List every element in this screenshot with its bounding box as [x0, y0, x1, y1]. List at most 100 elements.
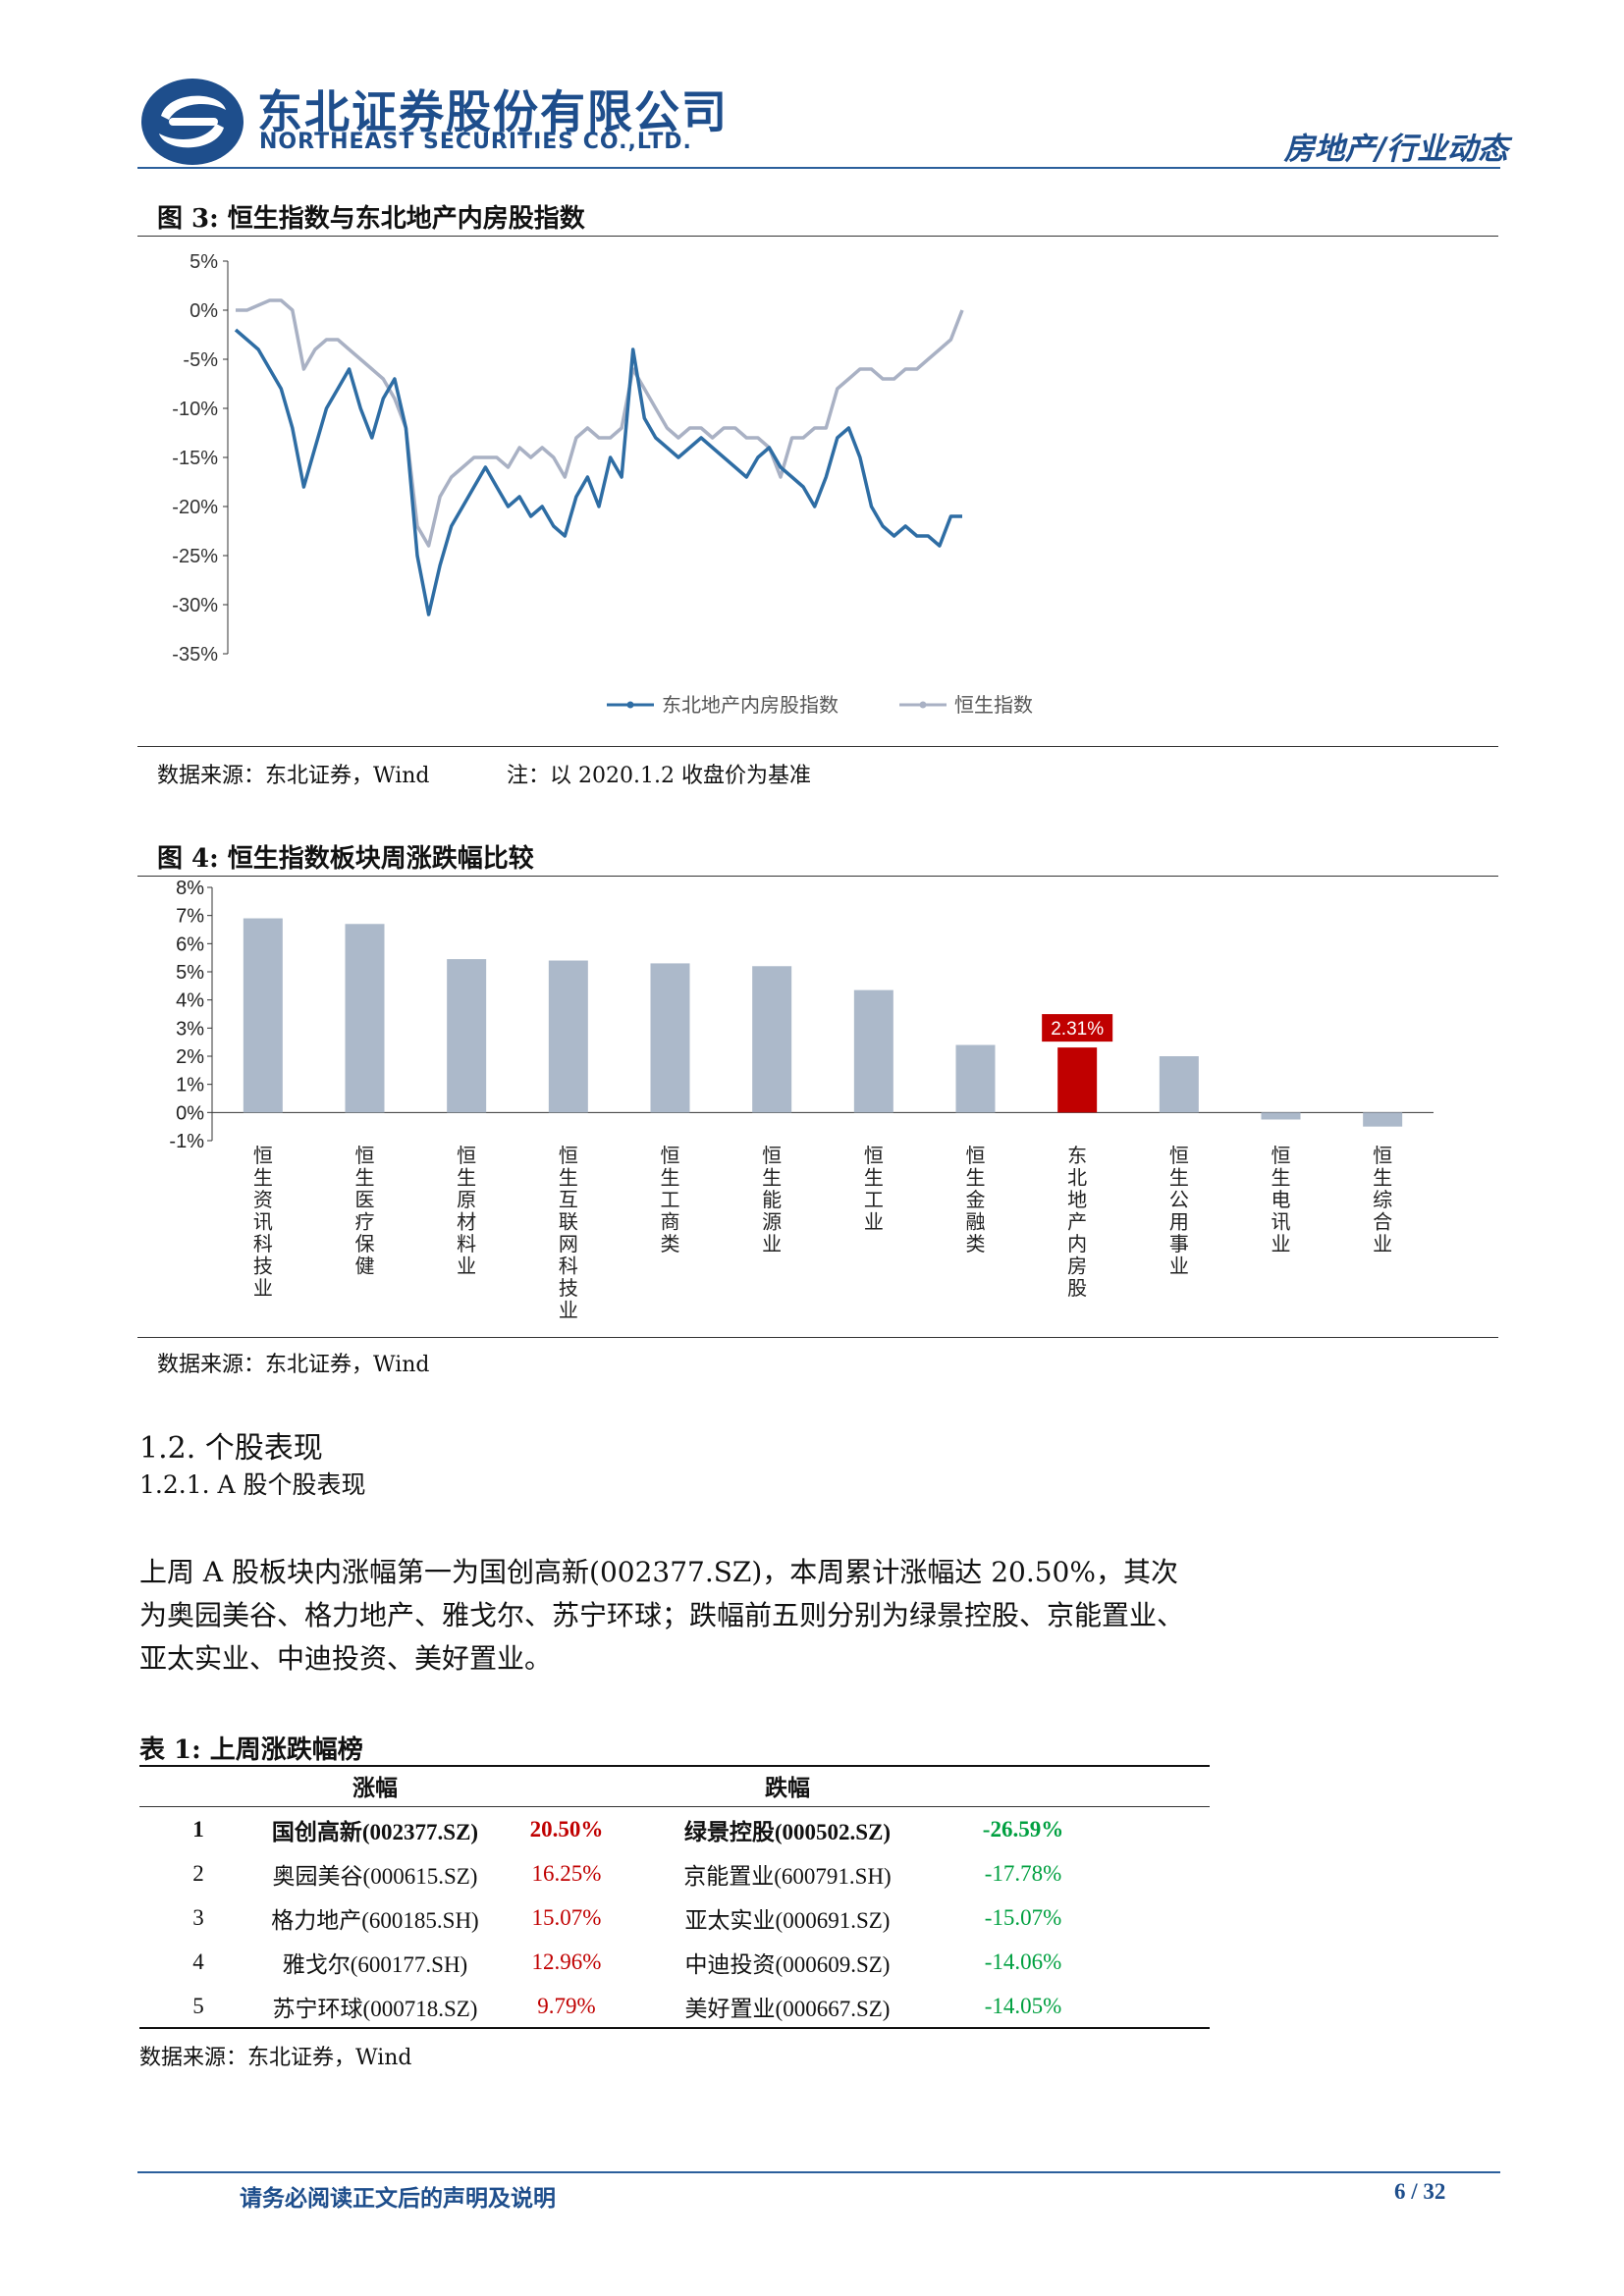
loss-stock-cell: 亚太实业(000691.SZ): [684, 1907, 891, 1933]
gain-stock-cell: 苏宁环球(000718.SZ): [272, 1996, 478, 2021]
figure4-bottom-rule: [137, 1337, 1498, 1338]
figure3-line-chart: 5% 0% -5% -10% -15% -20% -25% -30% -35% 东北地产内房股指…: [172, 251, 1033, 717]
y-tick-label: 0%: [176, 1102, 204, 1124]
company-name-en: NORTHEAST SECURITIES CO.,LTD.: [259, 130, 692, 154]
figure4-source: 数据来源：东北证券，Wind: [157, 1353, 430, 1377]
company-name-cn: 东北证券股份有限公司: [257, 85, 729, 138]
report-category: 房地产/行业动态: [1283, 132, 1508, 167]
spacer-cell: [1111, 1807, 1210, 1852]
category-label-1: 恒生医疗保健: [355, 1144, 375, 1278]
bar-5: [752, 966, 792, 1113]
bar-10: [1261, 1112, 1301, 1120]
spacer-cell: [1111, 1896, 1210, 1940]
y-tick-label: -15%: [172, 448, 218, 469]
figure4-top-rule: [137, 876, 1498, 877]
loss-pct-cell: -15.07%: [984, 1904, 1062, 1930]
rank-cell: 3: [192, 1904, 204, 1930]
loss-pct-cell: -14.05%: [984, 1993, 1062, 2018]
legend-label-1: 恒生指数: [954, 693, 1033, 717]
bar-6: [853, 989, 893, 1113]
gain-pct-cell: 15.07%: [531, 1904, 602, 1930]
table-row: 4 雅戈尔(600177.SH) 12.96% 中迪投资(000609.SZ) -14.…: [139, 1940, 1210, 1984]
subsection-heading: 1.2.1. A 股个股表现: [139, 1470, 366, 1499]
figure3-source: 数据来源：东北证券，Wind: [157, 764, 430, 788]
bar-3: [548, 960, 588, 1113]
table-row: 3 格力地产(600185.SH) 15.07% 亚太实业(000691.SZ) -15…: [139, 1896, 1210, 1940]
loss-stock-cell: 绿景控股(000502.SZ): [683, 1819, 892, 1844]
bar-4: [650, 963, 690, 1113]
y-tick-label: 3%: [176, 1018, 204, 1040]
legend-label-0: 东北地产内房股指数: [662, 693, 839, 717]
y-tick-label: -1%: [169, 1131, 204, 1152]
header-gain: 涨幅: [257, 1765, 493, 1807]
category-label-11: 恒生综合业: [1373, 1144, 1392, 1255]
rank-cell: 5: [192, 1993, 204, 2018]
category-label-10: 恒生电讯业: [1272, 1144, 1291, 1255]
y-tick-label: 1%: [176, 1075, 204, 1096]
figure4-bar-chart: 8% 7% 6% 5% 4% 3% 2% 1% 0% -1% 2.31% 恒生资讯科技业 恒生医疗保…: [169, 878, 1434, 1322]
series-line-0: [234, 328, 962, 616]
y-tick-label: 0%: [189, 300, 218, 322]
table-row: 1 国创高新(002377.SZ) 20.50% 绿景控股(000502.SZ) -26…: [139, 1807, 1210, 1852]
gain-stock-cell: 国创高新(002377.SZ): [271, 1819, 479, 1844]
category-label-2: 恒生原材料业: [457, 1144, 476, 1278]
rank-cell: 2: [192, 1860, 204, 1886]
spacer-cell: [1111, 1851, 1210, 1896]
figure4-title: 图 4: 恒生指数板块周涨跌幅比较: [157, 844, 534, 874]
figure3-note: 注：以 2020.1.2 收盘价为基准: [507, 764, 811, 788]
figure3-top-rule: [137, 236, 1498, 237]
spacer-cell: [1111, 1940, 1210, 1984]
table-row: 2 奥园美谷(000615.SZ) 16.25% 京能置业(600791.SH) -17…: [139, 1851, 1210, 1896]
y-tick-label: 2%: [176, 1046, 204, 1068]
category-label-0: 恒生资讯科技业: [253, 1144, 273, 1300]
y-tick-label: -20%: [172, 497, 218, 518]
bar-1: [345, 924, 385, 1113]
y-tick-label: -35%: [172, 644, 218, 666]
loss-pct-cell: -14.06%: [984, 1949, 1062, 1974]
spacer-cell: [1111, 1984, 1210, 2028]
loss-stock-cell: 京能置业(600791.SH): [683, 1863, 892, 1889]
company-logo: [141, 79, 244, 165]
table1-bottom-rule: [139, 2027, 1210, 2029]
header-loss: 跌幅: [640, 1765, 935, 1807]
y-tick-label: -10%: [172, 399, 218, 420]
figure3-title: 图 3: 恒生指数与东北地产内房股指数: [157, 204, 585, 234]
bar-9: [1159, 1056, 1199, 1113]
loss-pct-cell: -17.78%: [984, 1860, 1062, 1886]
category-label-6: 恒生工业: [864, 1144, 884, 1234]
page-number: 6 / 32: [1394, 2179, 1446, 2204]
bar-8: [1057, 1047, 1098, 1113]
loss-stock-cell: 美好置业(000667.SZ): [684, 1996, 891, 2021]
gain-pct-cell: 20.50%: [529, 1816, 604, 1842]
category-label-7: 恒生金融类: [966, 1144, 986, 1255]
table-row: 5 苏宁环球(000718.SZ) 9.79% 美好置业(000667.SZ) -14.…: [139, 1984, 1210, 2028]
bar-11: [1363, 1112, 1403, 1127]
y-tick-label: 7%: [176, 906, 204, 928]
gain-stock-cell: 奥园美谷(000615.SZ): [272, 1863, 478, 1889]
series-line-1: [236, 298, 964, 548]
table1-title: 表 1: 上周涨跌幅榜: [139, 1735, 363, 1765]
gain-stock-cell: 格力地产(600185.SH): [271, 1907, 479, 1933]
y-tick-label: -30%: [172, 595, 218, 616]
category-label-3: 恒生互联网科技业: [559, 1144, 578, 1322]
y-tick-label: -5%: [183, 349, 218, 371]
highlight-label-box: [1042, 1014, 1113, 1042]
rank-cell: 1: [192, 1816, 204, 1842]
loss-pct-cell: -26.59%: [982, 1816, 1064, 1842]
gain-pct-cell: 9.79%: [537, 1993, 596, 2018]
bar-2: [447, 959, 487, 1113]
category-label-9: 恒生公用事业: [1169, 1144, 1189, 1278]
highlight-data-label: 2.31%: [1051, 1019, 1104, 1040]
gain-pct-cell: 12.96%: [531, 1949, 602, 1974]
bar-7: [955, 1044, 996, 1113]
y-tick-label: 5%: [189, 251, 218, 273]
category-label-4: 恒生工商类: [661, 1144, 680, 1255]
legend-marker-0: [626, 701, 634, 709]
figure3-bottom-rule: [137, 746, 1498, 747]
footer-rule: [137, 2171, 1500, 2173]
gain-stock-cell: 雅戈尔(600177.SH): [282, 1951, 468, 1977]
category-label-5: 恒生能源业: [762, 1144, 782, 1255]
loss-stock-cell: 中迪投资(000609.SZ): [684, 1951, 891, 1977]
legend-marker-1: [919, 701, 927, 709]
figure3-legend: 东北地产内房股指数 恒生指数: [607, 693, 1033, 717]
